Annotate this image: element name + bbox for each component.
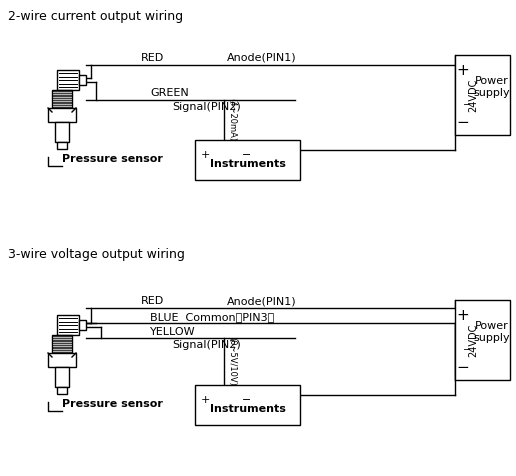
Text: 24VDC: 24VDC — [468, 323, 478, 357]
Text: Signal(PIN2): Signal(PIN2) — [172, 340, 241, 350]
Text: +: + — [457, 63, 470, 78]
Bar — [55, 122, 69, 142]
Bar — [48, 353, 76, 367]
Text: Anode(PIN1): Anode(PIN1) — [227, 53, 297, 63]
Text: 24VDC: 24VDC — [468, 79, 478, 112]
Bar — [57, 70, 79, 90]
Bar — [57, 387, 67, 394]
Text: (0~5V/10V): (0~5V/10V) — [228, 337, 236, 386]
Text: Instruments: Instruments — [209, 404, 285, 414]
Text: RED: RED — [140, 296, 164, 306]
Bar — [79, 320, 86, 330]
Bar — [52, 335, 72, 353]
Bar — [48, 108, 76, 122]
Text: +         −: + − — [201, 150, 252, 160]
Text: Instruments: Instruments — [209, 159, 285, 169]
Text: YELLOW: YELLOW — [150, 327, 196, 337]
Text: −: − — [457, 360, 470, 375]
Text: −: − — [463, 345, 471, 355]
Bar — [195, 385, 300, 425]
Text: +         −: + − — [201, 395, 252, 405]
Text: −: − — [457, 115, 470, 130]
Text: (4~20mA): (4~20mA) — [228, 99, 236, 141]
Text: +: + — [457, 308, 470, 323]
Bar — [455, 55, 510, 135]
Bar — [52, 90, 72, 108]
Text: 3-wire voltage output wiring: 3-wire voltage output wiring — [8, 248, 185, 261]
Text: RED: RED — [140, 53, 164, 63]
Bar — [55, 367, 69, 387]
Text: Power
supply: Power supply — [474, 321, 510, 343]
Text: BLUE  Common（PIN3）: BLUE Common（PIN3） — [150, 312, 274, 322]
Text: GREEN: GREEN — [150, 88, 189, 98]
Text: Anode(PIN1): Anode(PIN1) — [227, 296, 297, 306]
Bar — [57, 315, 79, 335]
Text: Power
supply: Power supply — [474, 76, 510, 98]
Bar — [195, 140, 300, 180]
Text: 2-wire current output wiring: 2-wire current output wiring — [8, 10, 183, 23]
Bar — [79, 75, 86, 85]
Bar — [57, 142, 67, 149]
Text: Signal(PIN2): Signal(PIN2) — [172, 102, 241, 112]
Bar — [455, 300, 510, 380]
Text: Pressure sensor: Pressure sensor — [62, 399, 163, 409]
Text: −: − — [463, 99, 471, 109]
Text: Pressure sensor: Pressure sensor — [62, 154, 163, 164]
